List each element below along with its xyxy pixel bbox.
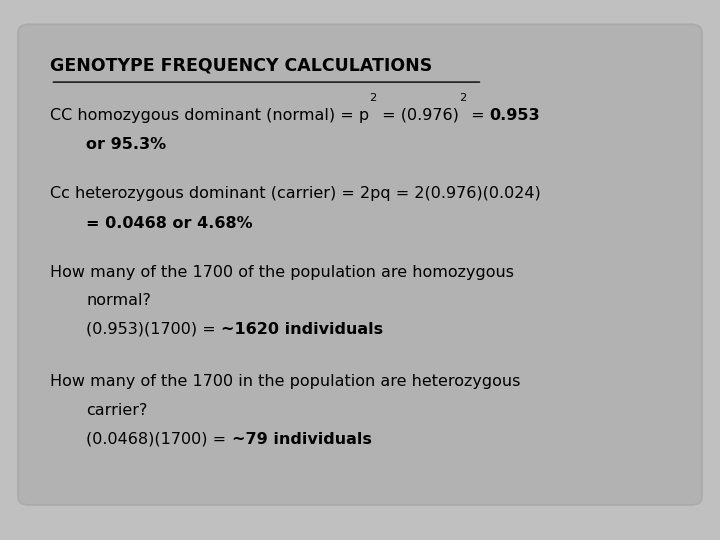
Text: 2: 2 <box>369 93 377 103</box>
Text: (0.953)(1700) =: (0.953)(1700) = <box>86 322 221 337</box>
Text: How many of the 1700 of the population are homozygous: How many of the 1700 of the population a… <box>50 265 514 280</box>
Text: ~79 individuals: ~79 individuals <box>232 432 372 447</box>
Text: normal?: normal? <box>86 293 151 308</box>
Text: = 0.0468 or 4.68%: = 0.0468 or 4.68% <box>86 216 253 231</box>
Text: carrier?: carrier? <box>86 403 148 418</box>
Text: 0.953: 0.953 <box>490 108 540 123</box>
Text: 2: 2 <box>459 93 466 103</box>
Text: GENOTYPE FREQUENCY CALCULATIONS: GENOTYPE FREQUENCY CALCULATIONS <box>50 57 433 75</box>
Text: =: = <box>466 108 490 123</box>
Text: = (0.976): = (0.976) <box>377 108 459 123</box>
Text: Cc heterozygous dominant (carrier) = 2pq = 2(0.976)(0.024): Cc heterozygous dominant (carrier) = 2pq… <box>50 186 541 201</box>
Text: How many of the 1700 in the population are heterozygous: How many of the 1700 in the population a… <box>50 374 521 389</box>
Text: (0.0468)(1700) =: (0.0468)(1700) = <box>86 432 232 447</box>
Text: ~1620 individuals: ~1620 individuals <box>221 322 383 337</box>
Text: or 95.3%: or 95.3% <box>86 137 166 152</box>
Text: CC homozygous dominant (normal) = p: CC homozygous dominant (normal) = p <box>50 108 369 123</box>
